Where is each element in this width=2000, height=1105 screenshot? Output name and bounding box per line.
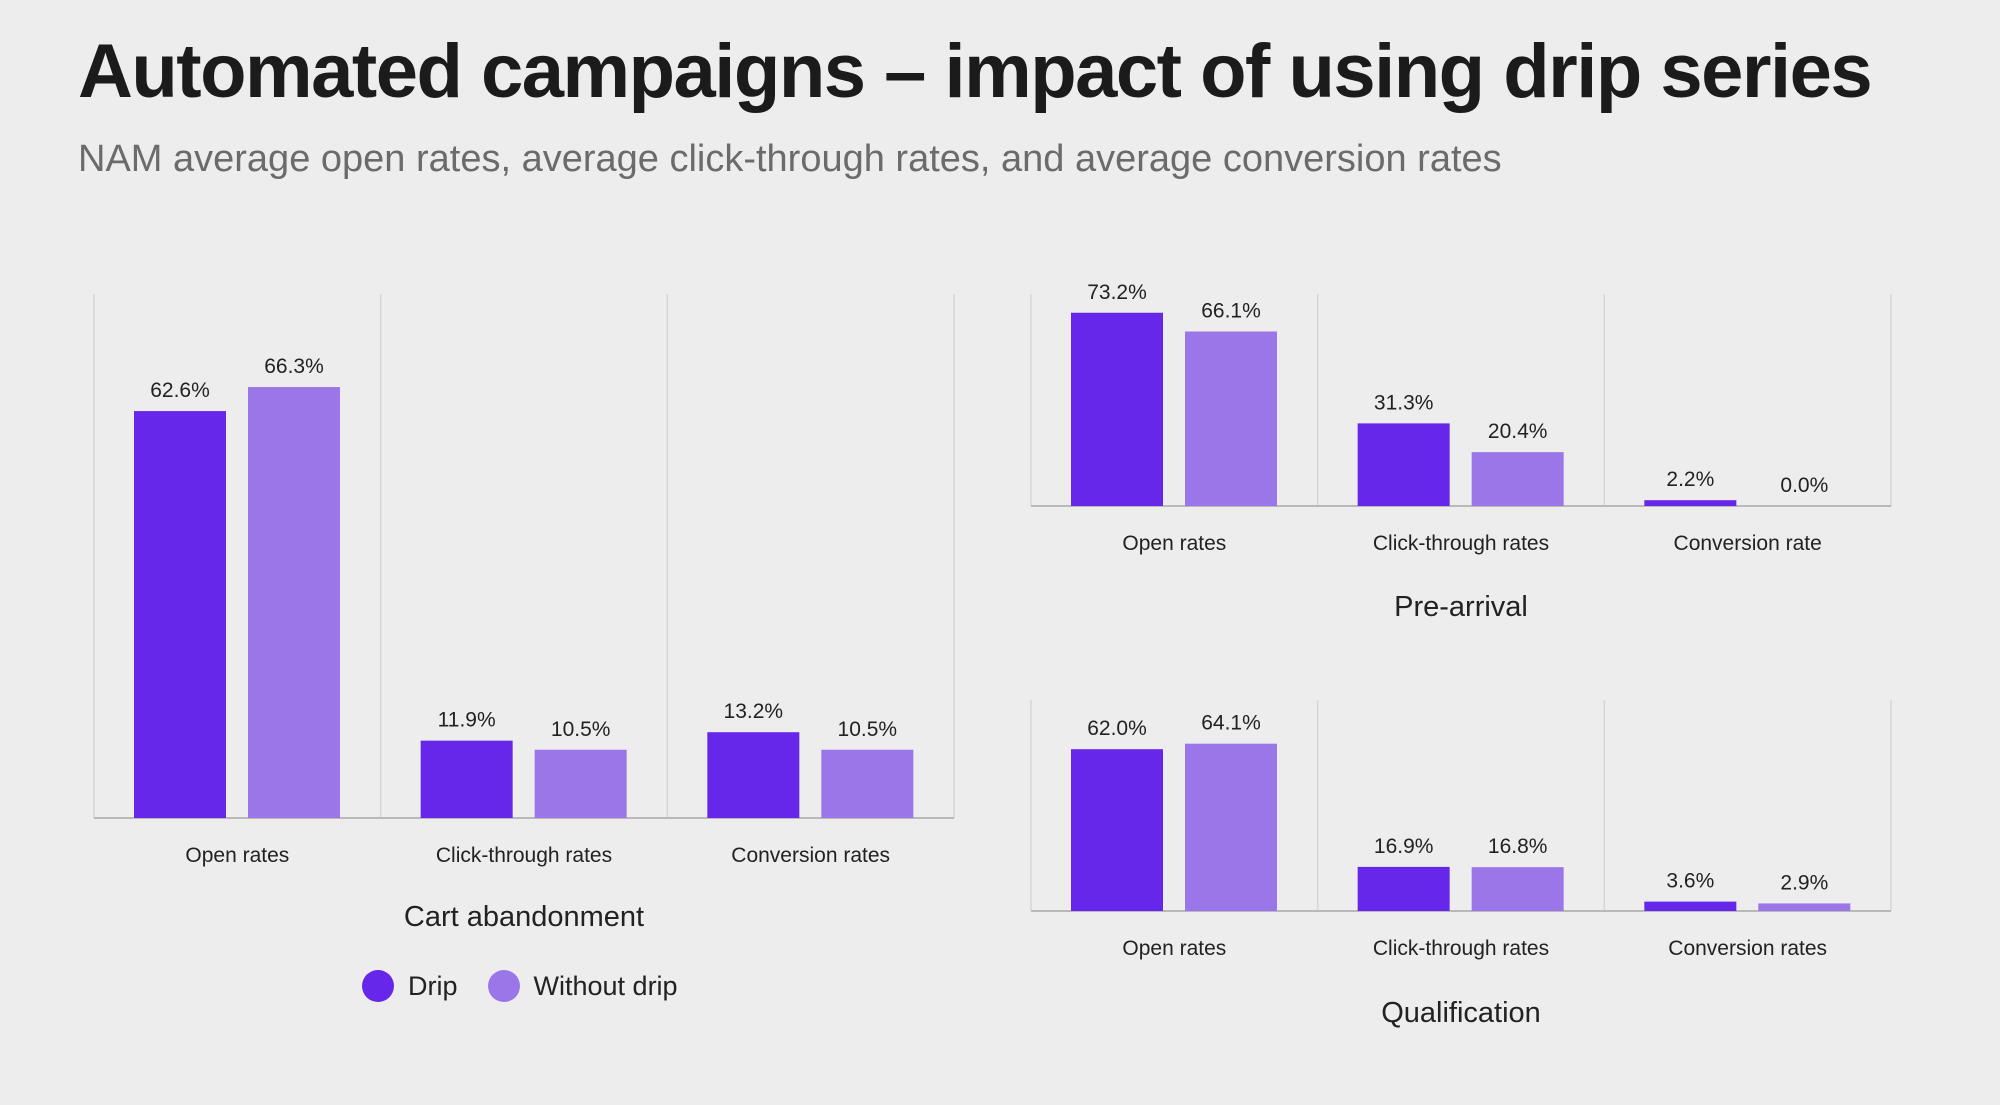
- qualification-bar-without-drip: [1758, 903, 1851, 911]
- page-title: Automated campaigns – impact of using dr…: [78, 29, 1873, 114]
- qualification-data-label-without-drip: 2.9%: [1780, 871, 1828, 894]
- pre-arrival-category-label: Click-through rates: [1373, 532, 1549, 555]
- pre-arrival-bar-drip: [1644, 500, 1737, 506]
- cart-abandonment-category-label: Open rates: [185, 844, 289, 867]
- pre-arrival-category-label: Conversion rate: [1674, 532, 1822, 555]
- pre-arrival-data-label-without-drip: 66.1%: [1201, 299, 1261, 322]
- cart-abandonment-data-label-without-drip: 66.3%: [264, 355, 324, 378]
- cart-abandonment-bar-drip: [420, 740, 513, 818]
- pre-arrival-chart-title: Pre-arrival: [1394, 591, 1528, 623]
- qualification-category-label: Open rates: [1122, 937, 1226, 960]
- pre-arrival-bar-without-drip: [1185, 331, 1277, 506]
- qualification-bar-drip: [1357, 866, 1450, 911]
- pre-arrival-data-label-drip: 2.2%: [1666, 468, 1714, 491]
- qualification-category-label: Click-through rates: [1373, 937, 1549, 960]
- cart-abandonment-category-label: Click-through rates: [436, 844, 612, 867]
- cart-abandonment-data-label-drip: 62.6%: [150, 379, 210, 402]
- legend-item-drip: Drip: [362, 970, 458, 1002]
- qualification-category-label: Conversion rates: [1668, 937, 1827, 960]
- cart-abandonment-bar-without-drip: [248, 387, 340, 818]
- cart-abandonment-data-label-without-drip: 10.5%: [838, 718, 898, 741]
- page-subtitle: NAM average open rates, average click-th…: [78, 138, 1502, 180]
- pre-arrival-data-label-without-drip: 0.0%: [1780, 474, 1828, 497]
- cart-abandonment-bar-without-drip: [534, 749, 627, 818]
- legend: Drip Without drip: [362, 970, 678, 1002]
- qualification-data-label-without-drip: 64.1%: [1201, 712, 1261, 735]
- pre-arrival-bar-drip: [1071, 312, 1163, 506]
- pre-arrival-data-label-drip: 31.3%: [1374, 391, 1434, 414]
- legend-swatch-drip: [362, 970, 394, 1002]
- pre-arrival-data-label-without-drip: 20.4%: [1488, 420, 1548, 443]
- qualification-bar-drip: [1071, 749, 1163, 911]
- legend-item-without-drip: Without drip: [487, 970, 678, 1002]
- qualification-bar-without-drip: [1471, 867, 1564, 911]
- qualification-data-label-drip: 16.9%: [1374, 835, 1434, 858]
- pre-arrival-category-label: Open rates: [1122, 532, 1226, 555]
- cart-abandonment-category-label: Conversion rates: [731, 844, 890, 867]
- pre-arrival-bar-drip: [1357, 423, 1450, 506]
- qualification-data-label-drip: 3.6%: [1666, 870, 1714, 893]
- cart-abandonment-bar-without-drip: [821, 749, 914, 818]
- qualification-bar-drip: [1644, 901, 1737, 911]
- qualification-chart-title: Qualification: [1381, 997, 1541, 1029]
- pre-arrival-data-label-drip: 73.2%: [1087, 281, 1147, 304]
- cart-abandonment-bar-drip: [134, 411, 226, 818]
- pre-arrival-bar-without-drip: [1471, 452, 1564, 506]
- qualification-data-label-without-drip: 16.8%: [1488, 835, 1548, 858]
- cart-abandonment-bar-drip: [707, 732, 800, 818]
- cart-abandonment-chart-title: Cart abandonment: [404, 901, 644, 933]
- qualification-bar-without-drip: [1185, 743, 1277, 911]
- cart-abandonment-data-label-drip: 13.2%: [724, 700, 784, 723]
- legend-label-without-drip: Without drip: [533, 970, 678, 1001]
- qualification-data-label-drip: 62.0%: [1087, 717, 1147, 740]
- legend-swatch-without-drip: [487, 970, 520, 1002]
- cart-abandonment-data-label-without-drip: 10.5%: [551, 718, 611, 741]
- legend-label-drip: Drip: [408, 970, 458, 1001]
- cart-abandonment-data-label-drip: 11.9%: [438, 709, 496, 732]
